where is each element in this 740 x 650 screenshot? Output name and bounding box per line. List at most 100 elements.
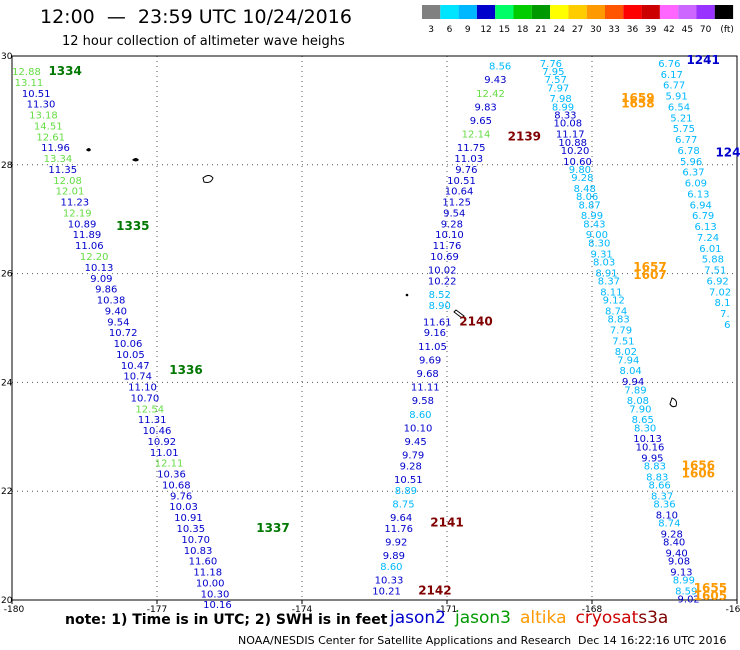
swh-value: 6.13 xyxy=(694,222,716,233)
swh-value: 10.38 xyxy=(97,296,126,307)
swh-value: 9.09 xyxy=(90,274,112,285)
swh-value: 11.61 xyxy=(423,317,452,328)
pass-number: 1335 xyxy=(116,219,149,233)
swh-value: 6.09 xyxy=(685,179,707,190)
colorbar-tick-label: 36 xyxy=(627,25,639,35)
island-shape xyxy=(405,293,409,297)
swh-value: 9.83 xyxy=(475,102,497,113)
swh-value: 9.92 xyxy=(385,538,407,549)
pass-number: 2139 xyxy=(508,129,541,143)
swh-value: 9.86 xyxy=(95,285,117,296)
swh-value: 8.90 xyxy=(429,301,451,312)
swh-value: 10.60 xyxy=(563,157,592,168)
swh-value: 11.10 xyxy=(128,383,157,394)
colorbar-swatch xyxy=(586,5,605,19)
swh-value: 12.11 xyxy=(155,459,184,470)
swh-value: 8.36 xyxy=(653,500,675,511)
colorbar-tick-label: 39 xyxy=(645,25,657,35)
swh-value: 8.60 xyxy=(409,410,431,421)
colorbar-swatch xyxy=(440,5,459,19)
swh-value: 8.37 xyxy=(598,276,620,287)
legend-jason3: jason3 xyxy=(455,608,511,628)
swh-value: 8.83 xyxy=(646,472,668,483)
credit-line: NOAA/NESDIS Center for Satellite Applica… xyxy=(238,634,572,647)
swh-value: 10.22 xyxy=(428,276,457,287)
colorbar-tick-label: 70 xyxy=(700,25,712,35)
swh-value: 10.92 xyxy=(148,437,177,448)
swh-value: 7.02 xyxy=(709,287,731,298)
colorbar-swatch xyxy=(568,5,587,19)
colorbar-swatch xyxy=(531,5,551,19)
swh-value: 9.69 xyxy=(419,355,441,366)
swh-value: 9.40 xyxy=(105,306,127,317)
island-shape xyxy=(202,175,214,183)
swh-value: 9.76 xyxy=(455,165,477,176)
colorbar-swatch xyxy=(495,5,514,19)
swh-value: 11.11 xyxy=(411,383,440,394)
swh-value: 10.10 xyxy=(404,423,433,434)
swh-value: 8.02 xyxy=(615,347,637,358)
swh-value: 11.23 xyxy=(61,198,90,209)
swh-value: 8.74 xyxy=(658,519,680,530)
swh-value: 11.17 xyxy=(556,130,585,141)
colorbar-tick-label: 24 xyxy=(554,25,566,35)
colorbar-swatch xyxy=(641,5,660,19)
swh-value: 9.16 xyxy=(424,328,446,339)
colorbar-swatch xyxy=(458,5,477,19)
pass-number: 2140 xyxy=(459,314,492,328)
swh-value: 9.79 xyxy=(402,451,424,462)
swh-value: 9.64 xyxy=(390,513,412,524)
chart-subtitle: 12 hour collection of altimeter wave hei… xyxy=(62,34,345,49)
grid xyxy=(12,56,737,600)
swh-value: 10.20 xyxy=(561,146,590,157)
plot-frame xyxy=(11,55,738,601)
swh-value: 9.40 xyxy=(665,548,687,559)
swh-value: 12.54 xyxy=(135,404,164,415)
colorbar-swatch xyxy=(422,5,441,19)
colorbar-swatch xyxy=(513,5,532,19)
swh-value: 8.83 xyxy=(607,315,629,326)
pass-number: 1337 xyxy=(256,521,289,535)
swh-value: 8.30 xyxy=(634,423,656,434)
colorbar: 3 6 9 12 15 18 21 24 27 30 33 36 39 42 45 70 (ft) xyxy=(422,5,734,35)
swh-value: 9.12 xyxy=(603,296,625,307)
swh-value: 11.05 xyxy=(418,342,447,353)
swh-value: 11.76 xyxy=(433,241,462,252)
swh-value: 8.48 xyxy=(574,184,596,195)
pass-number: 1334 xyxy=(48,64,81,78)
colorbar-swatch xyxy=(659,5,679,19)
swh-value: 10.74 xyxy=(123,372,152,383)
swh-value: 9.28 xyxy=(661,529,683,540)
colorbar-tick-label: 30 xyxy=(590,25,602,35)
colorbar-swatch xyxy=(678,5,697,19)
swh-value: 10.35 xyxy=(177,524,206,535)
colorbar-tick-label: 21 xyxy=(535,25,546,35)
swh-value: 8.99 xyxy=(673,576,695,587)
swh-value: 11.25 xyxy=(442,198,471,209)
swh-value: 5.21 xyxy=(670,113,692,124)
swh-value: 5.88 xyxy=(702,255,724,266)
swh-value: 6.78 xyxy=(678,146,700,157)
chart-title: 12:00 — 23:59 UTC 10/24/2016 xyxy=(40,6,352,28)
swh-value: 7.94 xyxy=(617,355,639,366)
swh-value: 11.35 xyxy=(48,165,77,176)
swh-value: 9.54 xyxy=(443,208,465,219)
swh-value: 8.52 xyxy=(429,290,451,301)
swh-value: 7.51 xyxy=(612,336,634,347)
y-tick-label: 26 xyxy=(1,270,13,280)
swh-value: 10.70 xyxy=(181,535,210,546)
swh-value: 14.51 xyxy=(34,121,63,132)
swh-value: 10.51 xyxy=(447,176,476,187)
swh-value: 10.36 xyxy=(157,470,186,481)
y-tick-label: 28 xyxy=(1,161,13,171)
swh-value: 10.83 xyxy=(184,546,213,557)
swh-value: 8.89 xyxy=(395,486,417,497)
footer-note: note: 1) Time is in UTC; 2) SWH is in fe… xyxy=(65,612,388,628)
swh-value: 7. xyxy=(720,309,730,320)
y-tick-label: 22 xyxy=(1,487,12,497)
y-tick-label: 20 xyxy=(1,596,13,606)
swh-value: 8.99 xyxy=(552,102,574,113)
swh-value: 8.06 xyxy=(576,192,598,203)
swh-value: 11.96 xyxy=(41,143,70,154)
colorbar-swatch xyxy=(605,5,624,19)
